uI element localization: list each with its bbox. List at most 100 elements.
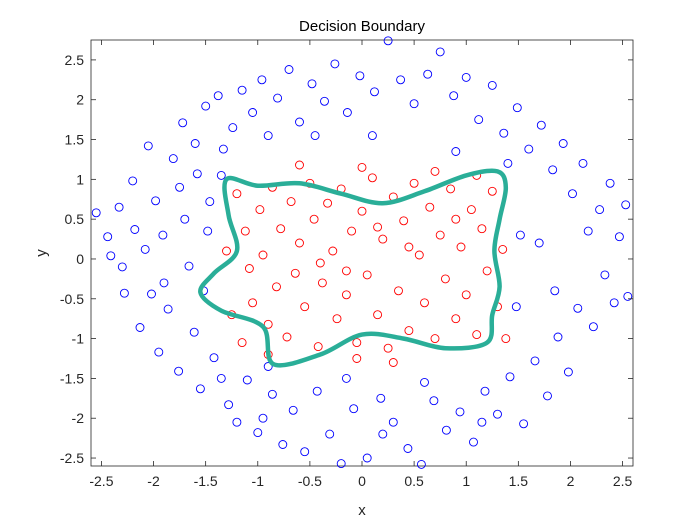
y-tick-label: 2.5 [65,52,85,68]
data-point [446,184,456,194]
data-point [352,354,362,363]
data-point [216,373,226,383]
x-tick-label: -1.5 [194,473,218,489]
data-point [524,144,534,154]
data-point [429,396,439,406]
data-point [578,158,588,168]
data-point [563,367,573,377]
data-point [472,330,482,340]
data-point [456,242,466,252]
data-point [295,238,304,248]
data-point [328,246,338,256]
data-point [203,226,213,236]
data-point [449,91,459,101]
data-point [435,47,445,57]
data-point [388,417,398,427]
data-point [355,71,365,81]
x-tick-label: 2 [567,473,575,489]
data-point [530,356,540,366]
data-point [159,278,169,288]
data-point [501,334,511,344]
data-point [130,225,140,234]
data-point [367,131,377,141]
data-point [583,226,593,236]
data-point [614,232,624,242]
data-point [451,147,461,156]
y-tick-label: -2 [72,410,85,426]
data-point [362,270,372,280]
data-point [244,264,254,273]
data-point [242,375,252,385]
y-axis-label: y [33,249,50,257]
data-point [267,389,277,399]
data-point [237,338,247,348]
data-point [609,298,619,308]
data-point [441,425,451,435]
data-point [263,131,273,141]
x-tick-label: 1 [462,473,470,489]
y-tick-label: 0.5 [65,211,85,227]
data-point [184,261,194,271]
data-point [499,128,509,138]
chart-title: Decision Boundary [299,18,425,35]
data-point [388,358,398,367]
data-point [623,291,633,301]
data-point [553,332,563,342]
data-point [315,258,325,268]
data-point [317,278,327,288]
x-ticks: -2.5 -2 -1.5 -1 -0.5 0 0.5 1 1.5 2 2.5 [89,40,633,489]
data-point [543,391,552,401]
data-point [218,144,228,154]
data-point [103,232,113,242]
data-point [423,69,433,79]
data-point [325,429,335,439]
data-point [147,289,156,299]
x-tick-label: 1.5 [509,473,529,489]
data-point [192,169,202,179]
data-point [409,99,419,109]
data-point [143,141,153,151]
data-point [357,206,367,216]
data-point [568,189,577,199]
data-point [477,417,487,427]
data-point [425,202,435,212]
x-tick-label: -1 [252,473,265,489]
data-point [455,407,465,417]
data-point [174,366,184,376]
data-point [154,347,164,357]
data-point [151,196,161,206]
data-point [451,314,461,324]
data-point [272,282,281,292]
data-point [493,409,502,419]
data-point [341,266,351,276]
data-point [341,373,351,383]
data-point [621,200,631,210]
data-point [362,453,372,463]
data-point [558,139,568,148]
data-point [290,268,300,278]
data-point [487,80,497,90]
data-point [396,75,406,85]
data-point [498,244,508,254]
data-point [307,79,317,89]
data-point [430,334,440,344]
data-point [466,205,476,215]
x-tick-label: -2.5 [89,473,113,489]
data-point [534,238,544,248]
data-point [232,189,242,199]
data-point [482,266,492,276]
data-point [409,178,419,188]
data-point [394,286,403,296]
data-point [295,160,304,170]
data-point [342,108,352,117]
data-point [573,303,583,313]
data-point [469,437,478,447]
data-point [474,115,484,125]
data-point [376,393,386,403]
data-point [295,117,304,127]
data-point [515,230,525,240]
data-point [451,214,461,224]
data-point [461,72,471,82]
axes-box [90,39,634,467]
data-point [114,202,124,212]
